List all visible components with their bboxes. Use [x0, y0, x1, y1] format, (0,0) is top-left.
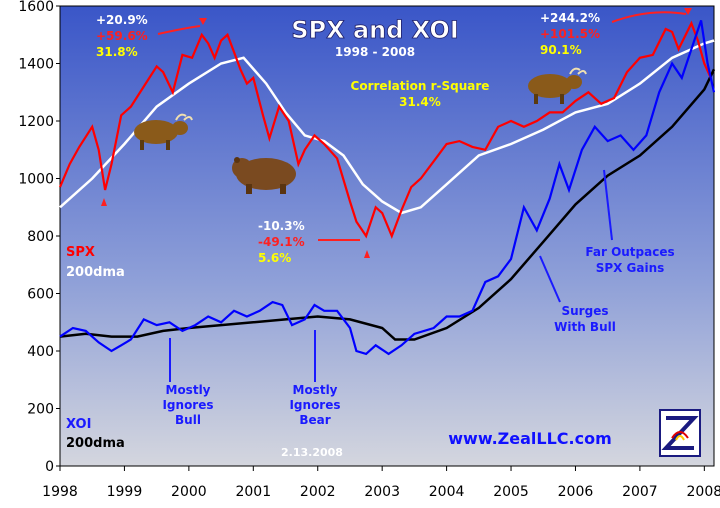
bull2-arrow [611, 11, 687, 23]
bull1-peak-marker [199, 18, 207, 25]
bull1-arrow [157, 25, 201, 35]
correlation-value: 31.4% [399, 95, 441, 109]
bear-correlation: 5.6% [258, 251, 291, 265]
bull2-xoi-change: +244.2% [540, 11, 600, 25]
note-mostly-ignores-bull-3: Bull [175, 413, 201, 427]
y-axis: 0 200 400 600 800 1000 1200 1400 1600 [18, 0, 60, 475]
plot-area [59, 5, 715, 467]
bear-spx-change: -49.1% [258, 235, 305, 249]
legend-spx-200dma: 200dma [66, 265, 125, 280]
bull-icon [134, 113, 193, 150]
bull1-spx-change: +59.6% [96, 29, 148, 43]
xoi-line [59, 20, 716, 356]
bull1-low-marker [101, 198, 107, 206]
x-tick-label: 2008 [687, 484, 720, 500]
bear-xoi-change: -10.3% [258, 219, 305, 233]
note-surges-with-bull-2: With Bull [554, 320, 616, 334]
note-far-outpaces-2: SPX Gains [596, 261, 665, 275]
note-mostly-ignores-bull-2: Ignores [162, 398, 213, 412]
y-tick-label: 1000 [18, 172, 54, 188]
note-far-outpaces-1: Far Outpaces [585, 245, 674, 259]
note-surges-pointer [539, 255, 561, 303]
website: www.ZealLLC.com [448, 429, 612, 448]
bear-icon [232, 157, 296, 194]
note-mostly-ignores-bear-3: Bear [299, 413, 330, 427]
y-tick-label: 800 [27, 229, 54, 245]
legend-xoi-200dma: 200dma [66, 436, 125, 451]
zeal-logo-icon [659, 409, 701, 457]
x-tick-label: 2005 [493, 484, 529, 500]
legend-spx: SPX [66, 245, 95, 260]
y-tick-label: 400 [27, 344, 54, 360]
note-surges-with-bull-1: Surges [562, 304, 609, 318]
date-stamp: 2.13.2008 [281, 446, 343, 459]
bull2-spx-change: +101.5% [540, 27, 600, 41]
x-axis: 1998 1999 2000 2001 2002 2003 2004 2005 2006 2007… [42, 466, 720, 500]
x-tick-label: 2002 [300, 484, 336, 500]
bull1-xoi-change: +20.9% [96, 13, 148, 27]
x-tick-label: 2003 [364, 484, 400, 500]
x-tick-label: 1999 [107, 484, 143, 500]
bull2-correlation: 90.1% [540, 43, 582, 57]
x-tick-label: 2001 [235, 484, 271, 500]
x-tick-label: 2006 [558, 484, 594, 500]
spx-line [58, 20, 712, 239]
y-tick-label: 1200 [18, 114, 54, 130]
y-tick-label: 0 [45, 459, 54, 475]
note-mostly-ignores-bear-1: Mostly [293, 383, 338, 397]
bull2-peak-marker [684, 8, 692, 15]
note-mostly-ignores-bull-1: Mostly [166, 383, 211, 397]
bull1-correlation: 31.8% [96, 45, 138, 59]
note-outpaces-pointer [603, 169, 613, 241]
y-tick-label: 1400 [18, 57, 54, 73]
legend-xoi: XOI [66, 417, 91, 432]
x-tick-label: 2000 [171, 484, 207, 500]
bull-icon [528, 67, 587, 104]
x-tick-label: 1998 [42, 484, 78, 500]
y-tick-label: 1600 [18, 0, 54, 15]
x-tick-label: 2004 [429, 484, 465, 500]
correlation-label: Correlation r-Square [351, 79, 490, 93]
bear-low-marker [364, 250, 370, 258]
y-tick-label: 200 [27, 402, 54, 418]
chart-subtitle: 1998 - 2008 [335, 45, 415, 59]
spx-200dma-line [59, 39, 715, 215]
chart-title: SPX and XOI [291, 16, 459, 44]
xoi-200dma-line [59, 68, 716, 341]
note-mostly-ignores-bear-2: Ignores [289, 398, 340, 412]
x-tick-label: 2007 [622, 484, 658, 500]
y-tick-label: 600 [27, 287, 54, 303]
